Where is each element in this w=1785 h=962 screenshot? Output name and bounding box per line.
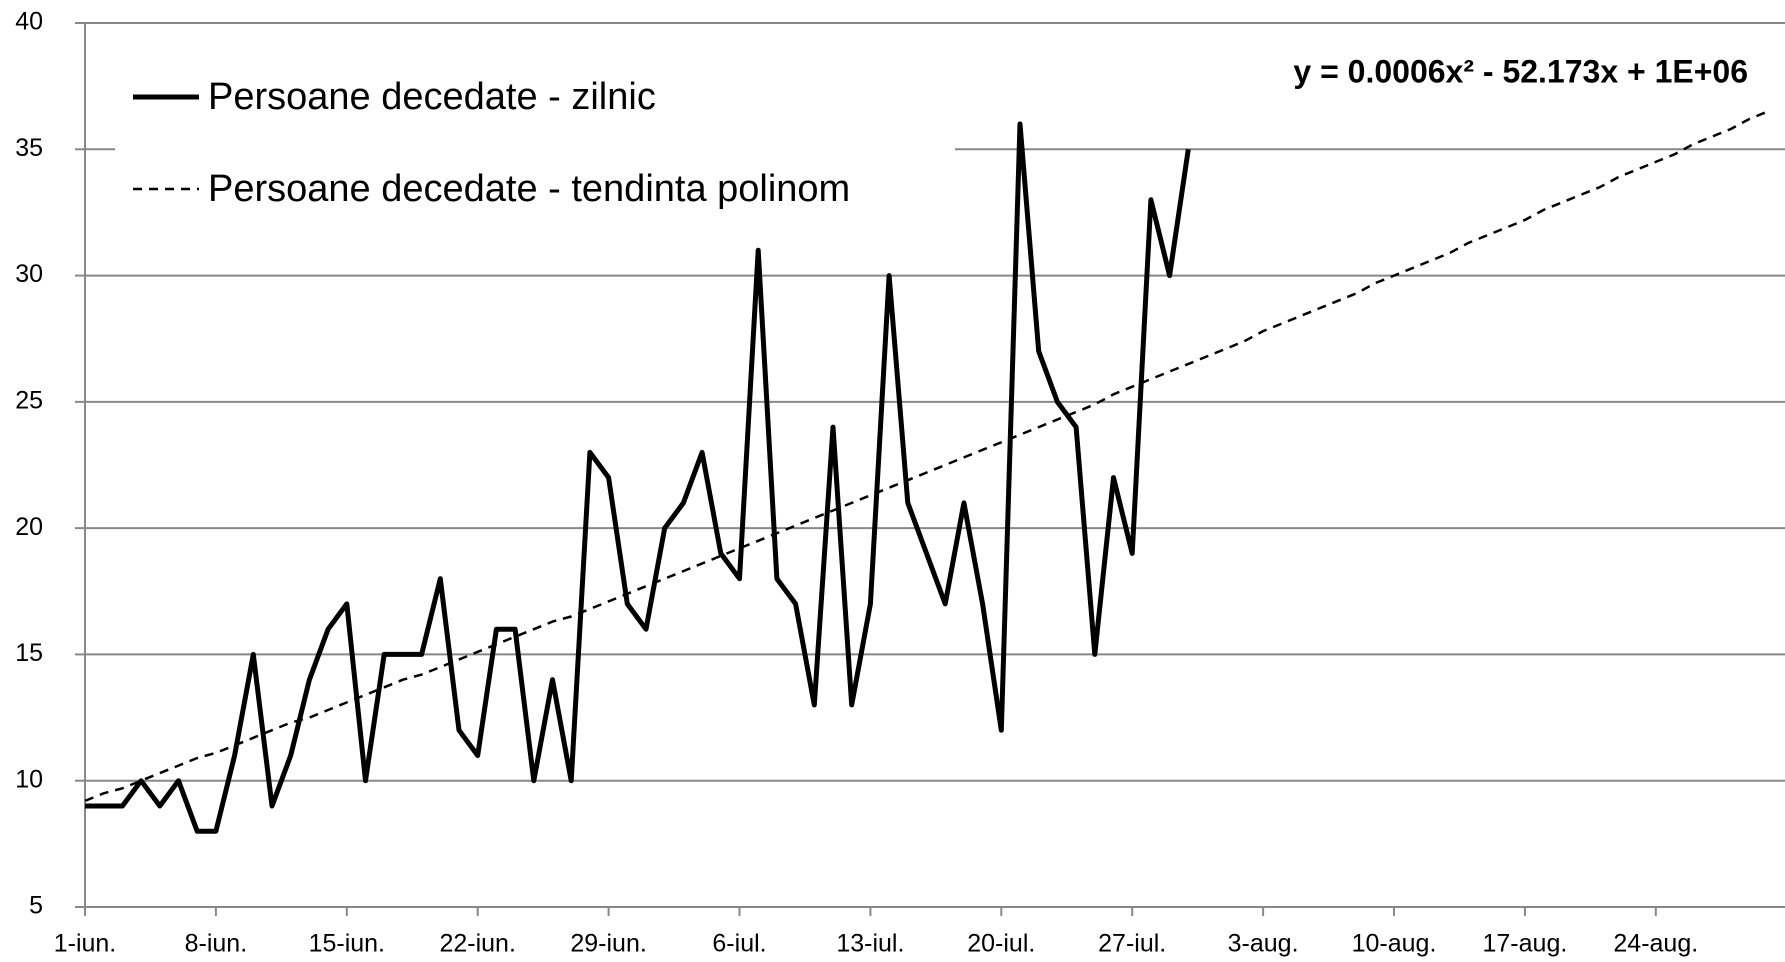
y-tick-label: 30	[15, 260, 43, 288]
y-tick-label: 40	[15, 8, 43, 36]
x-tick-label: 10-aug.	[1352, 930, 1437, 958]
y-tick-label: 35	[15, 134, 43, 162]
y-tick-label: 25	[15, 386, 43, 414]
y-tick-label: 15	[15, 639, 43, 667]
legend-label: Persoane decedate - tendinta polinom	[208, 168, 850, 210]
x-tick-label: 22-iun.	[439, 930, 515, 958]
data-line	[84, 110, 1769, 803]
y-tick-label: 10	[15, 765, 43, 793]
y-tick-label: 20	[15, 513, 43, 541]
x-tick-label: 8-iun.	[185, 930, 248, 958]
data-line	[85, 121, 1191, 834]
x-tick-label: 6-iul.	[712, 930, 766, 958]
legend-box	[115, 40, 955, 215]
legend: Persoane decedate - zilnic Persoane deced…	[115, 40, 955, 215]
x-tick-label: 27-iul.	[1098, 930, 1166, 958]
x-tick-label: 1-iun.	[54, 930, 117, 958]
x-tick-label: 17-aug.	[1483, 930, 1568, 958]
x-tick-label: 24-aug.	[1613, 930, 1698, 958]
trendline-equation: y = 0.0006x² - 52.173x + 1E+06	[1293, 53, 1748, 89]
y-tick-label: 5	[29, 892, 43, 920]
x-tick-label: 29-iun.	[570, 930, 646, 958]
x-tick-label: 13-iul.	[836, 930, 904, 958]
x-tick-label: 3-aug.	[1228, 930, 1299, 958]
x-tick-label: 20-iul.	[967, 930, 1035, 958]
x-tick-label: 15-iun.	[309, 930, 385, 958]
legend-label: Persoane decedate - zilnic	[208, 76, 656, 118]
